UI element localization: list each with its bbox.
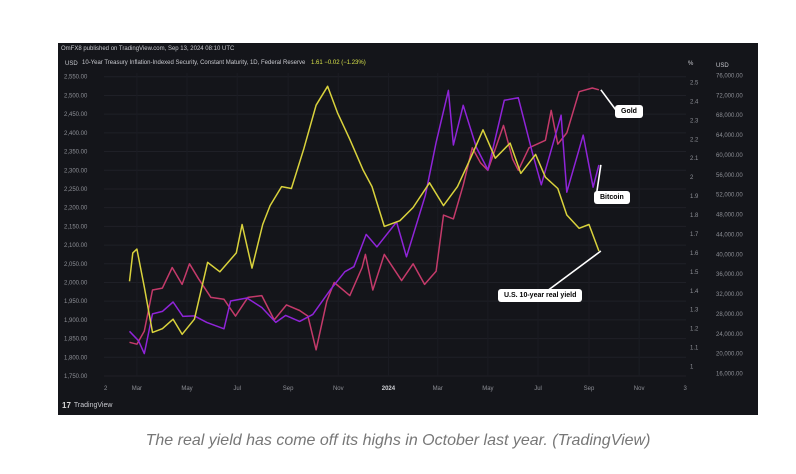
percent-axis-tick-label: 1.6 (690, 251, 699, 257)
legend-value: 1.61 −0.02 (−1.23%) (311, 60, 366, 66)
legend-name: 10-Year Treasury Inflation-Indexed Secur… (82, 60, 306, 66)
percent-axis-tick-label: 1.7 (690, 232, 699, 238)
percent-axis-tick-label: 1 (690, 365, 694, 371)
x-axis-tick-label: 2 (104, 386, 108, 392)
percent-axis-tick-label: 1.4 (690, 289, 699, 295)
left-axis-unit: USD (65, 61, 78, 67)
right-axis-tick-label: 32,000.00 (716, 292, 743, 298)
left-axis-ticks: 2,550.00 2,500.00 2,450.00 2,400.00 2,350.00… (64, 75, 88, 380)
left-axis-tick-label: 2,000.00 (64, 280, 88, 286)
tradingview-logo[interactable]: 17 TradingView (62, 401, 112, 410)
percent-axis-tick-label: 1.2 (690, 327, 699, 333)
left-axis-tick-label: 2,400.00 (64, 131, 88, 137)
right-axis-tick-label: 72,000.00 (716, 93, 743, 99)
left-axis-tick-label: 2,050.00 (64, 262, 88, 268)
x-axis-tick-label: Nov (333, 386, 344, 392)
gold-callout-connector (600, 89, 618, 112)
right-axis-tick-label: 40,000.00 (716, 252, 743, 258)
percent-axis-tick-label: 2.5 (690, 80, 699, 86)
right-axis-tick-label: 76,000.00 (716, 73, 743, 79)
x-axis-tick-label: Jul (534, 386, 542, 392)
percent-axis-tick-label: 1.3 (690, 308, 699, 314)
series-lines (128, 85, 600, 355)
right-axis-tick-label: 20,000.00 (716, 352, 743, 358)
figure-caption: The real yield has come off its highs in… (145, 432, 651, 449)
brand-label: TradingView (73, 402, 113, 409)
left-axis-tick-label: 1,900.00 (64, 318, 88, 324)
left-axis-tick-label: 2,300.00 (64, 168, 88, 174)
gold-series-line (129, 87, 600, 351)
x-axis-tick-label: May (482, 386, 493, 392)
percent-axis-tick-label: 2.3 (690, 118, 699, 124)
left-axis-tick-label: 2,150.00 (64, 224, 88, 230)
bitcoin-series-line (128, 89, 600, 355)
left-axis-tick-label: 2,200.00 (64, 206, 88, 212)
percent-axis-tick-label: 1.9 (690, 194, 699, 200)
bitcoin-callout: Bitcoin (594, 191, 630, 204)
right-axis-tick-label: 60,000.00 (716, 153, 743, 159)
x-axis-ticks: 2 Mar May Jul Sep Nov 2024 Mar May Jul Sep Nov 3 (104, 386, 688, 392)
left-axis-tick-label: 1,750.00 (64, 374, 88, 380)
right-axis-tick-label: 44,000.00 (716, 232, 743, 238)
right-axis-tick-label: 36,000.00 (716, 272, 743, 278)
real-yield-callout-connector (547, 250, 602, 291)
x-axis-tick-label: May (181, 386, 192, 392)
left-axis-tick-label: 2,100.00 (64, 243, 88, 249)
left-axis-tick-label: 1,950.00 (64, 299, 88, 305)
publisher-line: OmFX8 published on TradingView.com, Sep … (61, 46, 235, 52)
percent-axis-tick-label: 1.1 (690, 346, 699, 352)
percent-axis-tick-label: 1.8 (690, 213, 699, 219)
percent-axis-tick-label: 1.5 (690, 270, 699, 276)
left-axis-tick-label: 2,250.00 (64, 187, 88, 193)
chart-panel: 2,550.00 2,500.00 2,450.00 2,400.00 2,350.00… (58, 43, 758, 415)
right-axis-tick-label: 48,000.00 (716, 213, 743, 219)
percent-axis-tick-label: 2.2 (690, 137, 699, 143)
right-axis-tick-label: 24,000.00 (716, 332, 743, 338)
right-axis-unit: USD (716, 63, 729, 69)
x-axis-tick-label: Nov (634, 386, 645, 392)
x-axis-tick-label: Sep (283, 386, 294, 392)
left-axis-tick-label: 2,500.00 (64, 93, 88, 99)
chart-canvas: 2,550.00 2,500.00 2,450.00 2,400.00 2,350.00… (64, 73, 743, 392)
right-axis-tick-label: 68,000.00 (716, 113, 743, 119)
percent-axis-tick-label: 2.4 (690, 99, 699, 105)
left-axis-tick-label: 2,350.00 (64, 150, 88, 156)
x-axis-tick-label: Mar (433, 386, 443, 392)
right-axis-tick-label: 28,000.00 (716, 312, 743, 318)
x-axis-tick-label: 3 (684, 386, 688, 392)
real-yield-callout: U.S. 10-year real yield (498, 289, 583, 302)
right-axis-tick-label: 64,000.00 (716, 133, 743, 139)
left-axis-tick-label: 1,800.00 (64, 355, 88, 361)
left-axis-tick-label: 2,450.00 (64, 112, 88, 118)
tradingview-icon: 17 (62, 401, 71, 410)
percent-axis-unit: % (688, 61, 694, 67)
percent-axis-tick-label: 2.1 (690, 156, 699, 162)
right-axis-ticks: 76,000.00 72,000.00 68,000.00 64,000.00 60,0… (716, 73, 743, 377)
x-axis-tick-label: Sep (584, 386, 595, 392)
percent-axis-ticks: 2.5 2.4 2.3 2.2 2.1 2 1.9 1.8 1.7 1.6 1.5 1.4 1.3 1.2… (690, 80, 699, 370)
right-axis-tick-label: 16,000.00 (716, 372, 743, 378)
real-yield-series-line (128, 85, 600, 336)
x-axis-tick-label: Mar (132, 386, 142, 392)
series-legend[interactable]: 10-Year Treasury Inflation-Indexed Secur… (82, 60, 366, 66)
gold-callout: Gold (615, 105, 643, 118)
right-axis-tick-label: 56,000.00 (716, 173, 743, 179)
left-axis-tick-label: 2,550.00 (64, 75, 88, 81)
percent-axis-tick-label: 2 (690, 175, 694, 181)
x-axis-tick-label: Jul (233, 386, 241, 392)
right-axis-tick-label: 52,000.00 (716, 193, 743, 199)
x-axis-tick-label: 2024 (382, 386, 396, 392)
left-axis-tick-label: 1,850.00 (64, 337, 88, 343)
